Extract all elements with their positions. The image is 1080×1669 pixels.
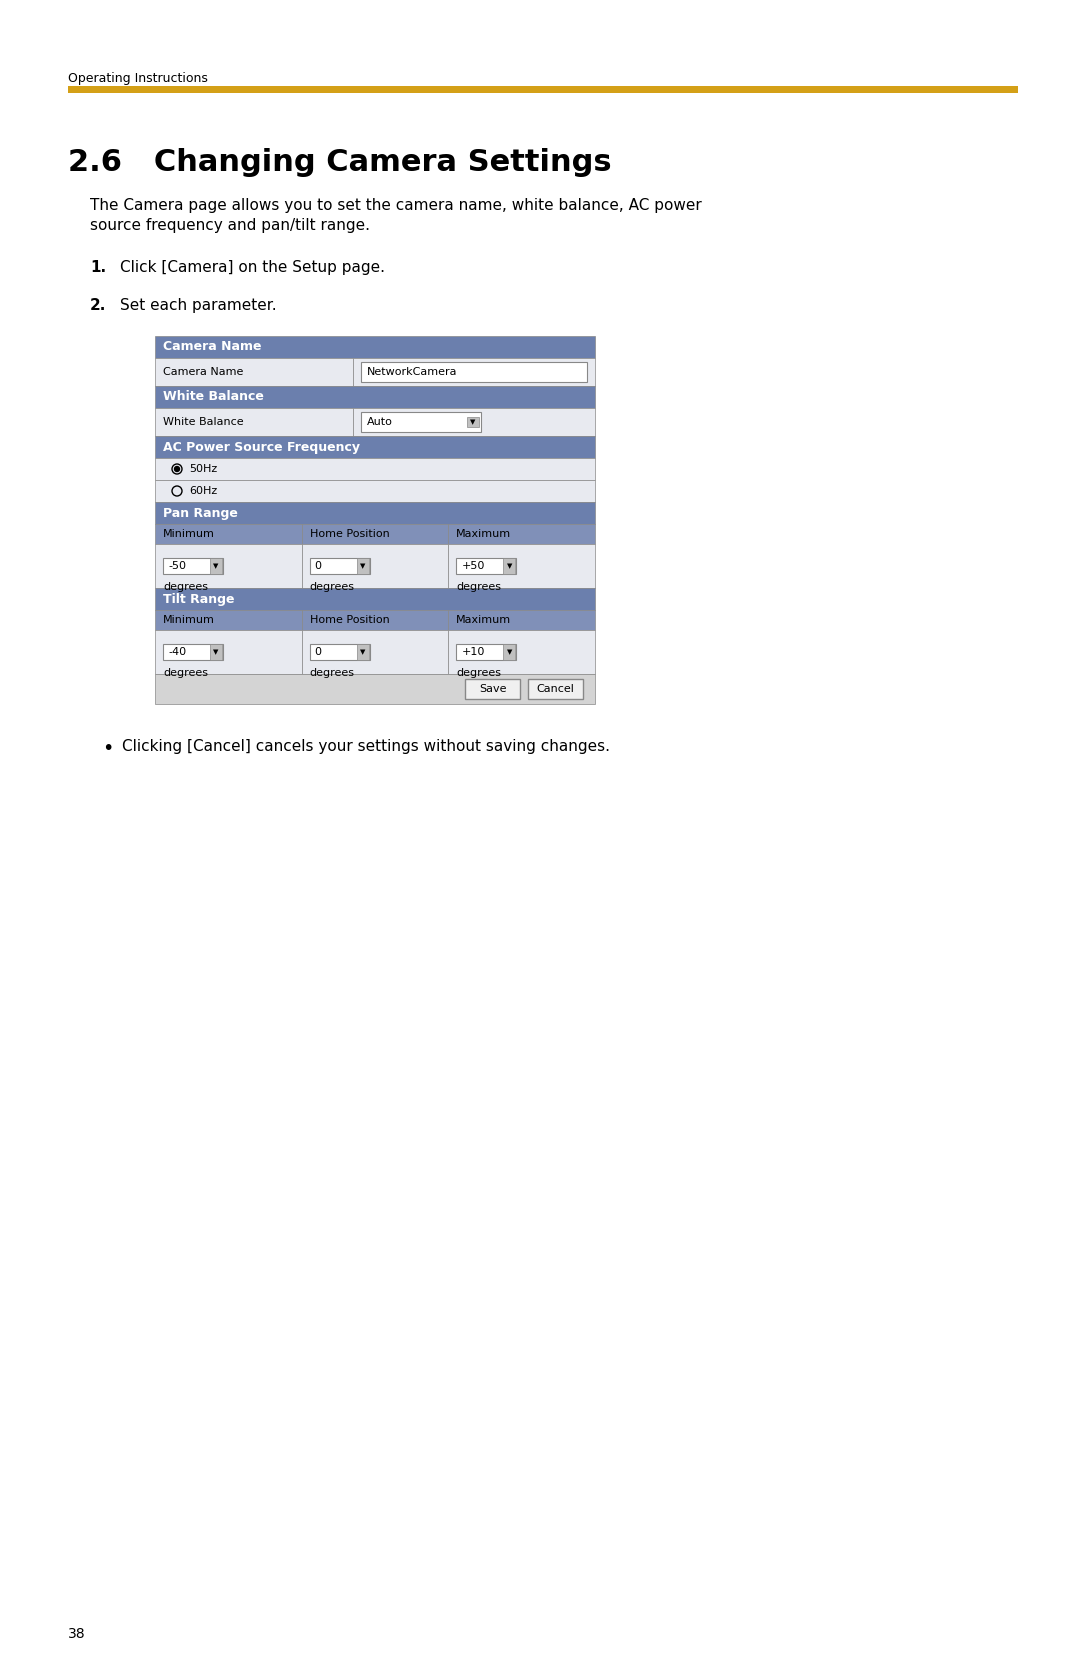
Text: -40: -40 bbox=[168, 648, 186, 658]
Bar bbox=[156, 335, 595, 357]
Text: 38: 38 bbox=[68, 1627, 85, 1641]
Text: Home Position: Home Position bbox=[310, 529, 390, 539]
Bar bbox=[156, 502, 595, 524]
Bar bbox=[210, 644, 222, 659]
Text: 2.6   Changing Camera Settings: 2.6 Changing Camera Settings bbox=[68, 149, 611, 177]
Text: Click [Camera] on the Setup page.: Click [Camera] on the Setup page. bbox=[120, 260, 384, 275]
Bar bbox=[156, 457, 595, 481]
Bar bbox=[210, 557, 222, 574]
Bar bbox=[448, 629, 595, 674]
Bar bbox=[156, 357, 353, 386]
Text: degrees: degrees bbox=[310, 582, 354, 592]
Bar bbox=[353, 407, 595, 436]
Text: degrees: degrees bbox=[457, 668, 501, 678]
Bar bbox=[301, 524, 448, 544]
Text: Camera Name: Camera Name bbox=[163, 340, 261, 354]
Text: ▼: ▼ bbox=[360, 562, 365, 569]
Bar bbox=[448, 544, 595, 587]
Bar bbox=[156, 674, 595, 704]
Bar bbox=[68, 87, 1018, 93]
Bar bbox=[361, 362, 588, 382]
Bar bbox=[361, 412, 481, 432]
Bar bbox=[301, 609, 448, 629]
Bar bbox=[310, 644, 369, 659]
Bar bbox=[301, 544, 448, 587]
Bar bbox=[156, 587, 595, 609]
Text: AC Power Source Frequency: AC Power Source Frequency bbox=[163, 441, 360, 454]
Text: ▼: ▼ bbox=[470, 419, 475, 426]
Bar bbox=[503, 557, 515, 574]
Text: ▼: ▼ bbox=[507, 649, 512, 654]
Bar bbox=[156, 609, 301, 629]
Text: 0: 0 bbox=[314, 561, 322, 571]
Bar bbox=[156, 481, 595, 502]
FancyBboxPatch shape bbox=[465, 679, 519, 699]
Bar bbox=[356, 557, 368, 574]
Bar bbox=[353, 357, 595, 386]
Text: ▼: ▼ bbox=[214, 562, 218, 569]
Text: •: • bbox=[103, 739, 113, 758]
Text: degrees: degrees bbox=[457, 582, 501, 592]
Text: White Balance: White Balance bbox=[163, 417, 244, 427]
Text: Tilt Range: Tilt Range bbox=[163, 592, 234, 606]
Text: Cancel: Cancel bbox=[537, 684, 575, 694]
Text: 1.: 1. bbox=[90, 260, 106, 275]
Circle shape bbox=[175, 467, 179, 472]
Text: Home Position: Home Position bbox=[310, 614, 390, 624]
Text: White Balance: White Balance bbox=[163, 391, 264, 404]
Text: ▼: ▼ bbox=[507, 562, 512, 569]
Text: 2.: 2. bbox=[90, 299, 106, 314]
Bar bbox=[503, 644, 515, 659]
Text: Auto: Auto bbox=[367, 417, 393, 427]
Bar bbox=[156, 407, 353, 436]
Text: 60Hz: 60Hz bbox=[189, 486, 217, 496]
Text: +50: +50 bbox=[461, 561, 485, 571]
Bar bbox=[301, 629, 448, 674]
Bar bbox=[156, 544, 301, 587]
Text: degrees: degrees bbox=[163, 668, 208, 678]
Text: Pan Range: Pan Range bbox=[163, 506, 238, 519]
Bar bbox=[156, 386, 595, 407]
Bar bbox=[448, 524, 595, 544]
Text: NetworkCamera: NetworkCamera bbox=[367, 367, 458, 377]
Text: +10: +10 bbox=[461, 648, 485, 658]
Text: Maximum: Maximum bbox=[457, 614, 512, 624]
Bar bbox=[467, 417, 480, 427]
Bar bbox=[448, 609, 595, 629]
Bar bbox=[163, 557, 222, 574]
Text: -50: -50 bbox=[168, 561, 186, 571]
Text: The Camera page allows you to set the camera name, white balance, AC power
sourc: The Camera page allows you to set the ca… bbox=[90, 199, 702, 232]
FancyBboxPatch shape bbox=[528, 679, 583, 699]
Bar bbox=[356, 644, 368, 659]
Text: Minimum: Minimum bbox=[163, 529, 215, 539]
Text: Camera Name: Camera Name bbox=[163, 367, 243, 377]
Text: ▼: ▼ bbox=[360, 649, 365, 654]
Text: ▼: ▼ bbox=[214, 649, 218, 654]
Text: 50Hz: 50Hz bbox=[189, 464, 217, 474]
Text: degrees: degrees bbox=[163, 582, 208, 592]
Bar bbox=[310, 557, 369, 574]
Bar bbox=[156, 524, 301, 544]
Bar bbox=[156, 629, 301, 674]
Text: Operating Instructions: Operating Instructions bbox=[68, 72, 207, 85]
Text: Clicking [Cancel] cancels your settings without saving changes.: Clicking [Cancel] cancels your settings … bbox=[122, 739, 610, 754]
Bar bbox=[156, 436, 595, 457]
Text: 0: 0 bbox=[314, 648, 322, 658]
Text: Set each parameter.: Set each parameter. bbox=[120, 299, 276, 314]
Text: Save: Save bbox=[478, 684, 507, 694]
Bar bbox=[163, 644, 222, 659]
Text: degrees: degrees bbox=[310, 668, 354, 678]
Bar bbox=[457, 644, 516, 659]
Bar bbox=[457, 557, 516, 574]
Text: Maximum: Maximum bbox=[457, 529, 512, 539]
Text: Minimum: Minimum bbox=[163, 614, 215, 624]
